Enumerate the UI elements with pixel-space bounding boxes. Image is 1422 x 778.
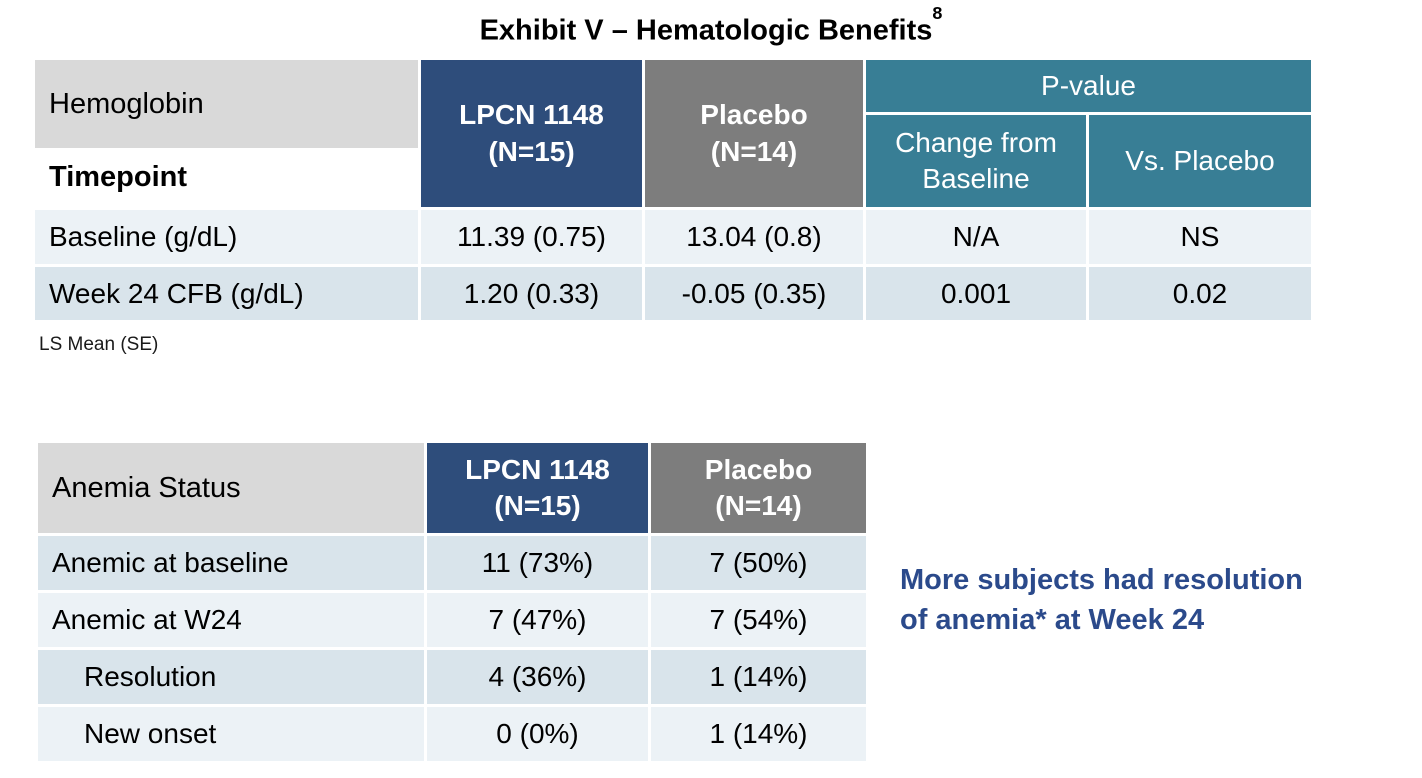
cell-resolution-lpcn: 4 (36%) [427, 650, 648, 704]
cell-week24-lpcn: 1.20 (0.33) [421, 267, 642, 320]
cell-week24-p-change: 0.001 [866, 267, 1086, 320]
title-superscript: 8 [932, 3, 943, 24]
callout-text: More subjects had resolution of anemia* … [900, 564, 1303, 637]
column-header-vs-placebo: Vs. Placebo [1089, 115, 1311, 207]
table-footnote: LS Mean (SE) [39, 334, 159, 355]
title-text: Exhibit V – Hematologic Benefits [479, 14, 933, 47]
hemoglobin-corner-cell: Hemoglobin Timepoint [35, 60, 418, 207]
hemoglobin-corner-title: Hemoglobin [35, 60, 418, 148]
cell-week24-p-vs: 0.02 [1089, 267, 1311, 320]
cell-anemic-baseline-placebo: 7 (50%) [651, 536, 866, 590]
hemoglobin-corner-subtitle: Timepoint [35, 148, 418, 207]
column-header-pvalue-group: P-value [866, 60, 1311, 112]
cell-baseline-lpcn: 11.39 (0.75) [421, 210, 642, 264]
row-label-anemic-at-w24: Anemic at W24 [38, 593, 424, 647]
anemia-column-header-placebo: Placebo (N=14) [651, 443, 866, 533]
anemia-column-header-lpcn-1148: LPCN 1148 (N=15) [427, 443, 648, 533]
cell-baseline-p-change: N/A [866, 210, 1086, 264]
row-label-baseline: Baseline (g/dL) [35, 210, 418, 264]
column-header-lpcn-1148: LPCN 1148 (N=15) [421, 60, 642, 207]
row-label-anemic-at-baseline: Anemic at baseline [38, 536, 424, 590]
cell-anemic-w24-placebo: 7 (54%) [651, 593, 866, 647]
cell-week24-placebo: -0.05 (0.35) [645, 267, 863, 320]
cell-baseline-p-vs: NS [1089, 210, 1311, 264]
column-header-change-from-baseline: Change from Baseline [866, 115, 1086, 207]
anemia-table: Anemia Status LPCN 1148 (N=15) Placebo (… [38, 443, 866, 761]
cell-resolution-placebo: 1 (14%) [651, 650, 866, 704]
anemia-corner-title: Anemia Status [38, 443, 424, 533]
cell-anemic-baseline-lpcn: 11 (73%) [427, 536, 648, 590]
row-label-new-onset: New onset [38, 707, 424, 761]
cell-new-onset-placebo: 1 (14%) [651, 707, 866, 761]
column-header-placebo: Placebo (N=14) [645, 60, 863, 207]
hemoglobin-table: Hemoglobin Timepoint LPCN 1148 (N=15) Pl… [35, 60, 1311, 320]
cell-anemic-w24-lpcn: 7 (47%) [427, 593, 648, 647]
row-label-week24-cfb: Week 24 CFB (g/dL) [35, 267, 418, 320]
row-label-resolution: Resolution [38, 650, 424, 704]
cell-baseline-placebo: 13.04 (0.8) [645, 210, 863, 264]
page-title: Exhibit V – Hematologic Benefits8 [0, 3, 1422, 48]
cell-new-onset-lpcn: 0 (0%) [427, 707, 648, 761]
